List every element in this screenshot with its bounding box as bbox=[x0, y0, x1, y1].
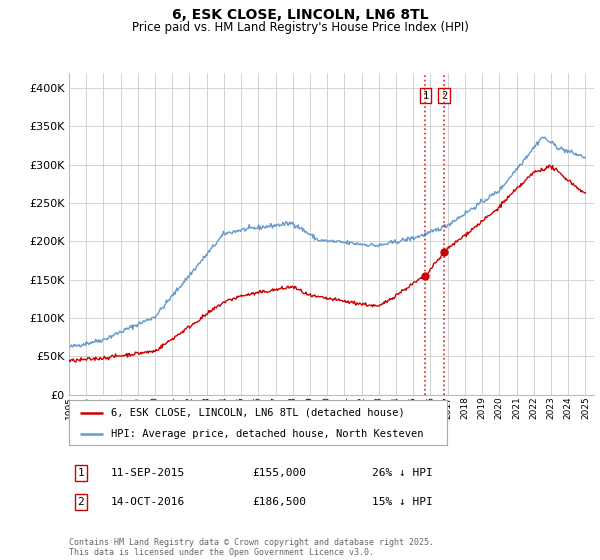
Text: HPI: Average price, detached house, North Kesteven: HPI: Average price, detached house, Nort… bbox=[110, 429, 423, 439]
Text: 14-OCT-2016: 14-OCT-2016 bbox=[111, 497, 185, 507]
Text: Price paid vs. HM Land Registry's House Price Index (HPI): Price paid vs. HM Land Registry's House … bbox=[131, 21, 469, 34]
Text: £155,000: £155,000 bbox=[252, 468, 306, 478]
Text: 11-SEP-2015: 11-SEP-2015 bbox=[111, 468, 185, 478]
Text: 26% ↓ HPI: 26% ↓ HPI bbox=[372, 468, 433, 478]
Text: 2: 2 bbox=[77, 497, 85, 507]
Text: 6, ESK CLOSE, LINCOLN, LN6 8TL: 6, ESK CLOSE, LINCOLN, LN6 8TL bbox=[172, 8, 428, 22]
Text: 2: 2 bbox=[441, 91, 447, 101]
Text: 15% ↓ HPI: 15% ↓ HPI bbox=[372, 497, 433, 507]
Text: 1: 1 bbox=[422, 91, 428, 101]
Text: £186,500: £186,500 bbox=[252, 497, 306, 507]
Text: 1: 1 bbox=[77, 468, 85, 478]
Text: 6, ESK CLOSE, LINCOLN, LN6 8TL (detached house): 6, ESK CLOSE, LINCOLN, LN6 8TL (detached… bbox=[110, 408, 404, 418]
Text: Contains HM Land Registry data © Crown copyright and database right 2025.
This d: Contains HM Land Registry data © Crown c… bbox=[69, 538, 434, 557]
